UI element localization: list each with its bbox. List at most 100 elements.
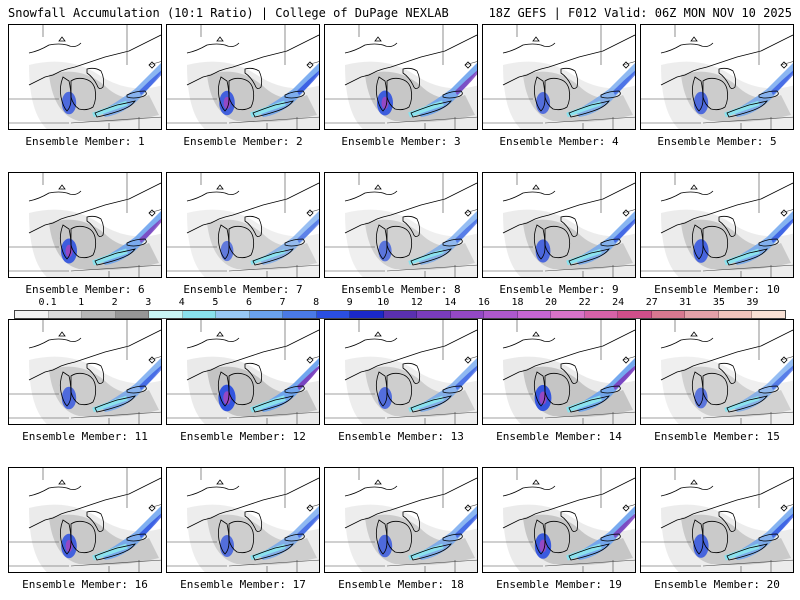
coastline (568, 543, 610, 561)
state-border (306, 61, 319, 66)
ensemble-member-map (166, 172, 320, 278)
ensemble-member-label: Ensemble Member: 2 (183, 135, 303, 148)
geography-outlines (483, 25, 635, 129)
coastline (28, 182, 161, 234)
coastline (402, 67, 421, 89)
geography-outlines (167, 25, 319, 129)
geography-outlines (483, 320, 635, 424)
island-outline (58, 36, 66, 42)
coastline (344, 337, 398, 349)
snow-field-moderate (207, 514, 317, 566)
coastline (70, 372, 97, 406)
coastline (344, 42, 398, 54)
colorbar-tick-label: 2 (111, 297, 118, 308)
coastline (502, 190, 556, 202)
state-border (464, 356, 477, 361)
coastline (568, 395, 610, 413)
colorbar-swatch (383, 311, 418, 318)
coastline (344, 190, 398, 202)
ensemble-member-map (8, 319, 162, 425)
coastline (94, 248, 136, 266)
chart-title: Snowfall Accumulation (10:1 Ratio) | Col… (8, 6, 449, 20)
ensemble-member-label: Ensemble Member: 4 (499, 135, 619, 148)
state-border (306, 209, 319, 214)
island-outline (374, 479, 382, 485)
coastline (568, 100, 610, 118)
snow-band-east (417, 62, 477, 117)
state-border (544, 411, 635, 419)
state-border (780, 504, 793, 509)
island-outline (148, 209, 156, 217)
coastline (660, 337, 714, 349)
snow-band-east (575, 62, 635, 117)
coastline (186, 477, 319, 529)
coastline (284, 90, 305, 99)
colorbar-swatch (15, 311, 49, 318)
colorbar-swatch (82, 311, 116, 318)
colorbar-tick-label: 4 (178, 297, 185, 308)
coastline (502, 42, 556, 54)
island-outline (622, 356, 630, 364)
coastline (186, 190, 240, 202)
ensemble-member-map (482, 467, 636, 573)
snow-band-east (575, 211, 635, 265)
snow-field-moderate (365, 219, 475, 271)
coastline (600, 238, 621, 247)
lake-effect-max (536, 92, 550, 114)
coastline (28, 34, 161, 86)
snow-band-east (101, 62, 161, 117)
coastline (94, 100, 136, 118)
snow-band-east (259, 506, 319, 560)
map-svg (9, 173, 161, 277)
colorbar-tick-label: 8 (313, 297, 320, 308)
coastline (70, 520, 97, 554)
snow-band-core (613, 218, 635, 243)
colorbar-swatch (182, 311, 217, 318)
coastline (284, 385, 305, 394)
ensemble-member-map (640, 172, 794, 278)
coastline (544, 520, 571, 554)
lake-effect-max (693, 534, 709, 558)
island-outline (532, 479, 540, 485)
coastline (402, 362, 421, 384)
lake-effect-max (61, 91, 77, 115)
colorbar-tick-label: 7 (279, 297, 286, 308)
island-outline (464, 356, 472, 364)
coastline (228, 77, 255, 111)
geography-outlines (483, 173, 635, 277)
coastline (410, 395, 452, 413)
colorbar-swatch (450, 311, 485, 318)
colorbar-tick-label: 12 (410, 297, 423, 308)
coastline (94, 395, 136, 413)
coastline (442, 238, 463, 247)
coastline (660, 42, 714, 54)
snow-field-moderate (681, 219, 791, 271)
snow-field-moderate (365, 366, 475, 418)
colorbar-swatch (685, 311, 719, 318)
coastline (410, 248, 452, 266)
coastline (544, 225, 571, 259)
state-border (464, 61, 477, 66)
coastline (502, 485, 556, 497)
coastline (86, 362, 105, 384)
colorbar-tick-label: 9 (346, 297, 353, 308)
map-svg (9, 320, 161, 424)
map-svg (167, 173, 319, 277)
island-outline (148, 504, 156, 512)
island-outline (306, 504, 314, 512)
lake-effect-max (693, 91, 709, 115)
coastline (28, 329, 161, 381)
island-outline (216, 479, 224, 485)
snow-band-core (613, 365, 635, 390)
island-outline (780, 209, 788, 217)
snow-field-moderate (49, 71, 159, 123)
lake-effect-max (378, 387, 392, 409)
coastline (502, 329, 635, 381)
ensemble-member-map (8, 24, 162, 130)
geography-outlines (9, 25, 161, 129)
coastline (702, 225, 729, 259)
coastline (70, 77, 97, 111)
snow-field-moderate (365, 514, 475, 566)
state-border (702, 116, 793, 124)
island-outline (216, 331, 224, 337)
